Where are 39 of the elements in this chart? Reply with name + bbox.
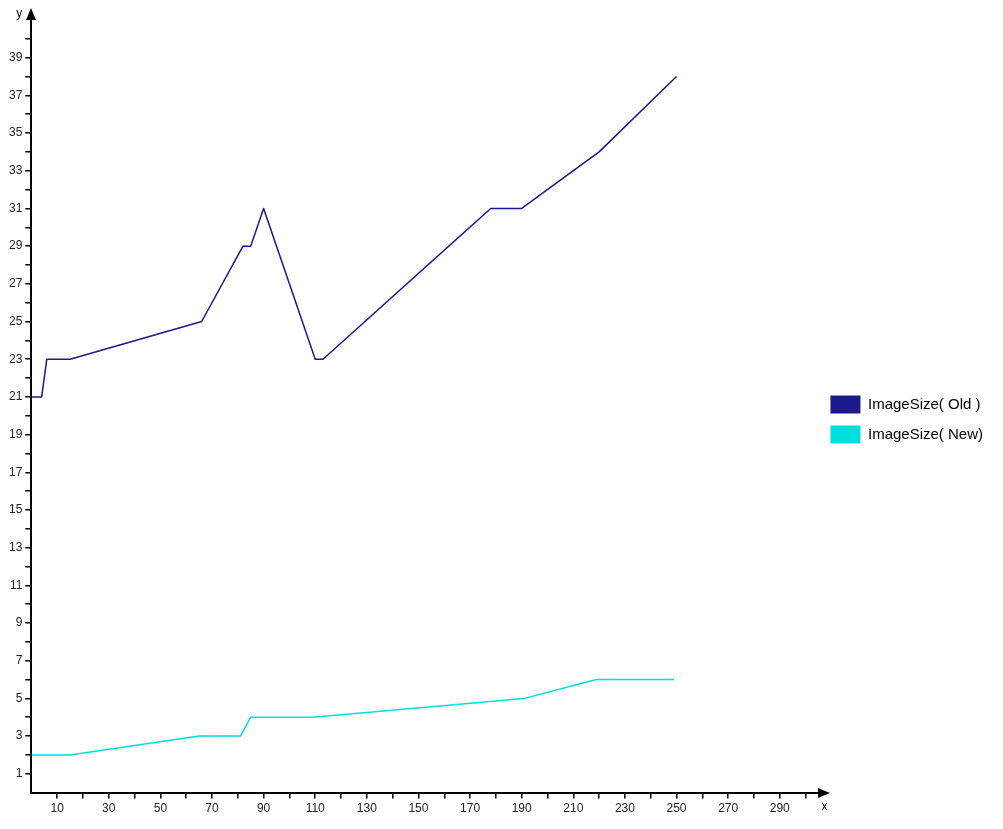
y-tick-label: 11 xyxy=(9,577,23,592)
x-tick-label: 30 xyxy=(102,801,116,816)
x-tick-label: 250 xyxy=(666,801,687,816)
y-tick-label: 23 xyxy=(8,351,23,366)
x-tick-label: 50 xyxy=(153,801,168,816)
y-tick-label: 9 xyxy=(15,615,23,630)
x-tick-label: 130 xyxy=(356,801,378,816)
x-axis-title: x xyxy=(821,798,828,813)
legend-label: ImageSize( New) xyxy=(867,424,984,442)
y-tick-label: 19 xyxy=(8,426,23,441)
y-tick-label: 39 xyxy=(8,50,23,64)
y-tick-label: 31 xyxy=(8,200,23,215)
y-tick-label: 33 xyxy=(8,163,23,178)
x-tick-label: 210 xyxy=(563,801,584,816)
x-tick-label: 290 xyxy=(769,801,791,816)
y-tick-label: 1 xyxy=(15,766,23,781)
x-tick-label: 190 xyxy=(511,801,533,816)
y-tick-label: 3 xyxy=(15,728,23,743)
y-tick-label: 13 xyxy=(8,539,23,554)
y-tick-label: 17 xyxy=(8,464,23,479)
y-tick-label: 7 xyxy=(15,653,23,668)
y-tick-label: 21 xyxy=(8,389,23,404)
y-axis-title: y xyxy=(16,6,23,21)
y-tick-label: 35 xyxy=(8,125,23,140)
y-tick-label: 29 xyxy=(8,238,23,253)
x-tick-label: 150 xyxy=(408,801,429,816)
x-tick-label: 70 xyxy=(205,801,219,816)
y-tick-label: 27 xyxy=(8,276,23,291)
x-tick-label: 90 xyxy=(256,801,271,816)
y-tick-label: 15 xyxy=(8,502,23,517)
legend-label: ImageSize( Old ) xyxy=(867,394,981,412)
x-tick-label: 170 xyxy=(460,801,481,816)
x-tick-label: 270 xyxy=(718,801,739,816)
y-tick-label: 25 xyxy=(8,313,23,328)
y-tick-label: 5 xyxy=(15,690,23,705)
x-tick-label: 110 xyxy=(305,801,326,816)
y-tick-label: 37 xyxy=(8,87,23,102)
x-tick-label: 230 xyxy=(614,801,636,816)
x-tick-label: 10 xyxy=(50,801,65,816)
